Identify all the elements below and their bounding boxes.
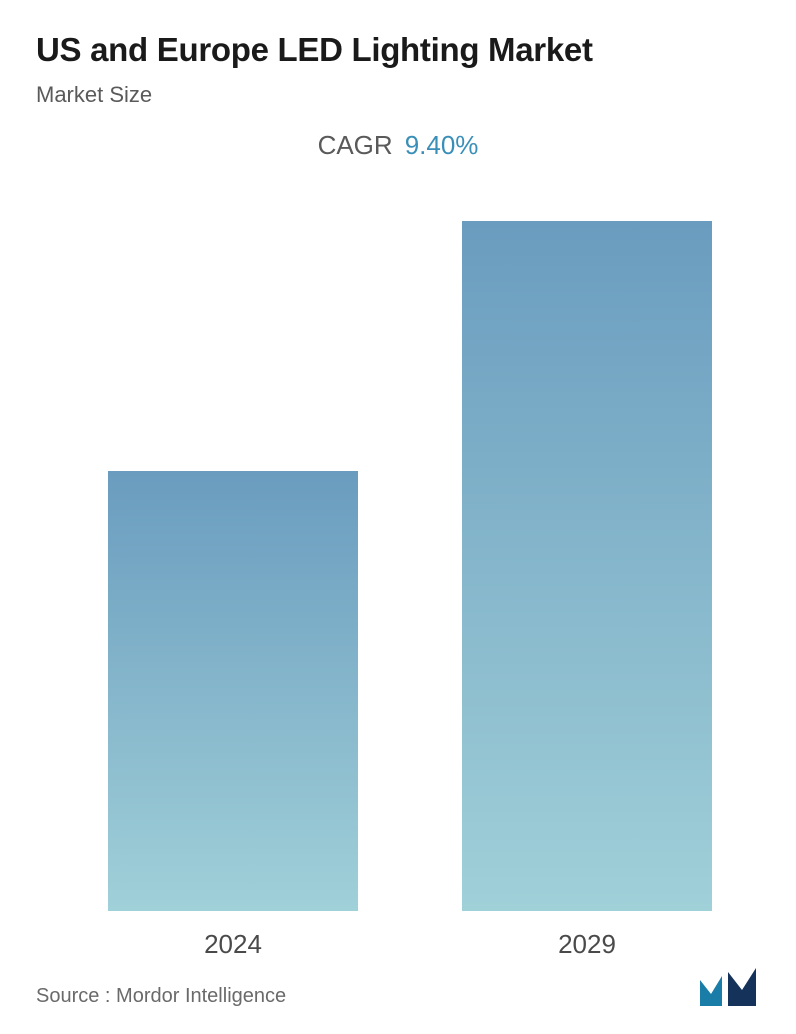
x-axis-labels: 2024 2029: [36, 929, 760, 965]
source-text: Source : Mordor Intelligence: [36, 985, 286, 1008]
bar-2024: [108, 471, 358, 911]
chart-subtitle: Market Size: [36, 82, 760, 108]
cagr-label: CAGR: [318, 130, 393, 160]
chart-area: [36, 211, 760, 911]
chart-title: US and Europe LED Lighting Market: [36, 30, 760, 70]
mordor-logo-icon: [698, 968, 760, 1008]
bar-2029: [462, 221, 712, 911]
bar-label-2024: 2024: [108, 929, 358, 960]
footer: Source : Mordor Intelligence: [36, 968, 760, 1008]
bar-label-2029: 2029: [462, 929, 712, 960]
cagr-value: 9.40%: [405, 130, 479, 160]
cagr-row: CAGR 9.40%: [36, 130, 760, 161]
